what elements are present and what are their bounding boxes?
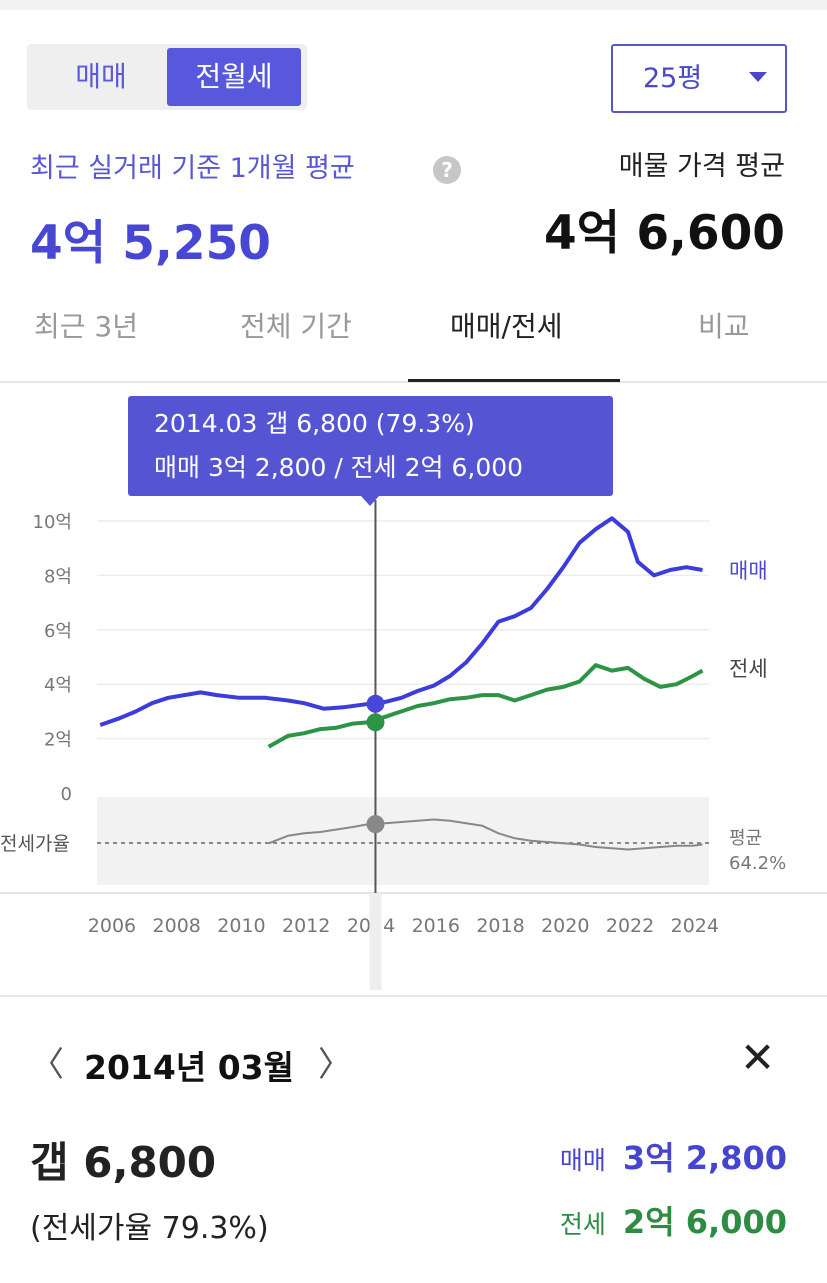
ratio-avg-value: 64.2% (729, 853, 786, 874)
legend-jeonse: 전세 (729, 657, 768, 681)
listing-price-value: 4억 6,600 (544, 206, 785, 261)
next-month-button[interactable]: 〉 (318, 1045, 352, 1085)
area-select-value: 25평 (643, 63, 703, 94)
x-tick-label: 2006 (88, 915, 136, 937)
gap-ratio: (전세가율 79.3%) (30, 1211, 269, 1246)
detail-jeonse-label: 전세 (559, 1210, 606, 1239)
ratio-avg-label: 평균 (729, 828, 762, 849)
avg-price-label: 최근 실거래 기준 1개월 평균 (30, 153, 355, 184)
detail-sale-value: 3억 2,800 (622, 1139, 787, 1177)
avg-price-value: 4억 5,250 (30, 216, 271, 271)
prev-month-button[interactable]: 〈 (30, 1045, 64, 1085)
detail-panel: 〈 2014년 03월 〉 ✕ 갭 6,800 (전세가율 79.3%) 매매 … (0, 995, 827, 1283)
y-tick-label: 0 (61, 784, 72, 805)
price-chart[interactable]: 10억 8억 6억 4억 2억 0 전세가율 평균 64.2% 2006 2008 2010 2… (0, 385, 827, 995)
toggle-jeonse[interactable]: 전월세 (167, 48, 301, 106)
chart-tooltip: 2014.03 갭 6,800 (79.3%) 매매 3억 2,800 / 전세… (128, 396, 613, 506)
jeonse-series-line (267, 663, 704, 749)
tab-recent-3y[interactable]: 최근 3년 (34, 310, 138, 343)
tab-compare[interactable]: 비교 (698, 310, 750, 343)
x-tick-label: 2018 (476, 915, 524, 937)
period-tabs: 최근 3년 전체 기간 매매/전세 비교 (0, 295, 827, 383)
y-tick-label: 2억 (44, 730, 72, 751)
x-tick-label: 2020 (541, 915, 589, 937)
x-tick-label: 2022 (606, 915, 654, 937)
y-tick-label: 8억 (44, 566, 72, 587)
tab-sale-jeonse[interactable]: 매매/전세 (450, 310, 563, 343)
tab-all-period[interactable]: 전체 기간 (240, 310, 352, 343)
x-tick-label: 2024 (671, 915, 719, 937)
listing-price-label: 매물 가격 평균 (618, 151, 785, 182)
y-tick-label: 10억 (33, 512, 72, 533)
gap-amount: 갭 6,800 (30, 1138, 217, 1187)
area-select[interactable]: 25평 (611, 44, 787, 113)
detail-jeonse-value: 2억 6,000 (622, 1203, 787, 1241)
ratio-marker (366, 815, 385, 834)
x-tick-label: 2016 (412, 915, 460, 937)
detail-month: 2014년 03월 (84, 1048, 294, 1087)
ratio-series-line (268, 818, 703, 851)
x-tick-label: 2008 (153, 915, 201, 937)
detail-sale-label: 매매 (559, 1146, 606, 1175)
close-icon[interactable]: ✕ (740, 1033, 776, 1082)
tab-active-underline (408, 379, 620, 382)
ratio-axis-label: 전세가율 (0, 833, 70, 855)
chevron-down-icon (749, 72, 767, 82)
y-tick-label: 4억 (44, 675, 72, 696)
legend-sale: 매매 (729, 559, 768, 583)
toggle-sale[interactable]: 매매 (75, 60, 127, 93)
sale-marker (366, 694, 385, 713)
top-strip (0, 0, 827, 10)
x-tick-label: 2010 (217, 915, 265, 937)
ratio-panel-bg (97, 797, 709, 885)
tooltip-gap-line: 2014.03 갭 6,800 (79.3%) (154, 409, 475, 438)
crosshair-handle (369, 893, 382, 990)
tooltip-price-line: 매매 3억 2,800 / 전세 2억 6,000 (154, 453, 524, 482)
sale-series-line (99, 516, 703, 727)
help-icon[interactable]: ? (433, 156, 461, 184)
jeonse-marker (366, 713, 385, 732)
x-tick-label: 2012 (282, 915, 330, 937)
deal-type-toggle: 매매 전월세 (27, 44, 307, 110)
y-tick-label: 6억 (44, 621, 72, 642)
tooltip-arrow (361, 496, 379, 506)
detail-jeonse-row: 전세 2억 6,000 (560, 1197, 787, 1243)
detail-sale-row: 매매 3억 2,800 (560, 1133, 787, 1179)
